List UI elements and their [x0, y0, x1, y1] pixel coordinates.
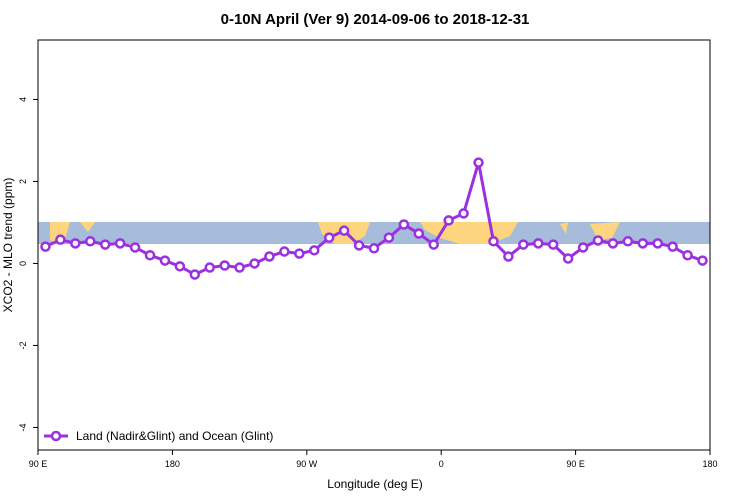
x-tick-label: 90 W: [296, 459, 318, 469]
point: [174, 261, 186, 272]
x-tick-label: 0: [439, 459, 444, 469]
point: [219, 260, 230, 271]
x-tick-label: 180: [702, 459, 717, 469]
point: [383, 232, 395, 243]
point: [353, 240, 365, 251]
point: [667, 241, 678, 252]
point: [458, 208, 469, 219]
point: [547, 239, 559, 250]
point: [652, 238, 663, 249]
point: [264, 251, 275, 262]
legend-label: Land (Nadir&Glint) and Ocean (Glint): [76, 429, 273, 443]
x-tick-label: 90 E: [566, 459, 585, 469]
point: [323, 232, 335, 243]
point: [85, 236, 96, 247]
y-tick-label: 2: [18, 179, 28, 184]
point: [338, 225, 350, 236]
point: [144, 250, 156, 261]
point: [622, 236, 634, 247]
point: [99, 239, 111, 250]
y-tick-label: -4: [18, 423, 28, 431]
point: [249, 258, 260, 269]
point: [533, 238, 544, 249]
point: [443, 215, 454, 226]
point: [697, 255, 708, 266]
point: [637, 238, 649, 249]
point: [309, 245, 320, 256]
point: [189, 269, 201, 280]
point: [607, 238, 619, 249]
chart-title: 0-10N April (Ver 9) 2014-09-06 to 2018-1…: [221, 11, 530, 28]
point: [368, 243, 380, 254]
point: [488, 236, 499, 247]
point: [204, 262, 215, 273]
point: [413, 228, 425, 239]
y-tick-label: -2: [18, 341, 28, 349]
point: [294, 248, 305, 259]
land: [560, 222, 620, 240]
point: [40, 241, 51, 252]
point: [114, 238, 126, 249]
point: [428, 239, 439, 250]
point: [518, 239, 529, 250]
point: [398, 219, 410, 230]
legend-marker: [50, 430, 62, 442]
x-axis-label: Longitude (deg E): [327, 477, 422, 491]
point: [129, 242, 141, 253]
point: [159, 255, 171, 266]
y-tick-label: 0: [18, 261, 28, 266]
point: [234, 262, 245, 273]
point: [503, 251, 514, 262]
point: [577, 242, 589, 253]
point: [279, 246, 290, 257]
point: [473, 157, 484, 168]
y-axis-label: XCO2 - MLO trend (ppm): [1, 178, 15, 313]
x-tick-label: 180: [165, 459, 180, 469]
point: [592, 235, 604, 246]
point: [562, 253, 574, 264]
x-tick-label: 90 E: [29, 459, 48, 469]
y-tick-label: 4: [18, 97, 28, 102]
plot-frame: [37, 39, 711, 451]
point: [682, 250, 693, 261]
series-line: [44, 162, 704, 277]
ocean-band: [38, 222, 710, 244]
point: [55, 234, 66, 245]
point: [70, 238, 81, 249]
